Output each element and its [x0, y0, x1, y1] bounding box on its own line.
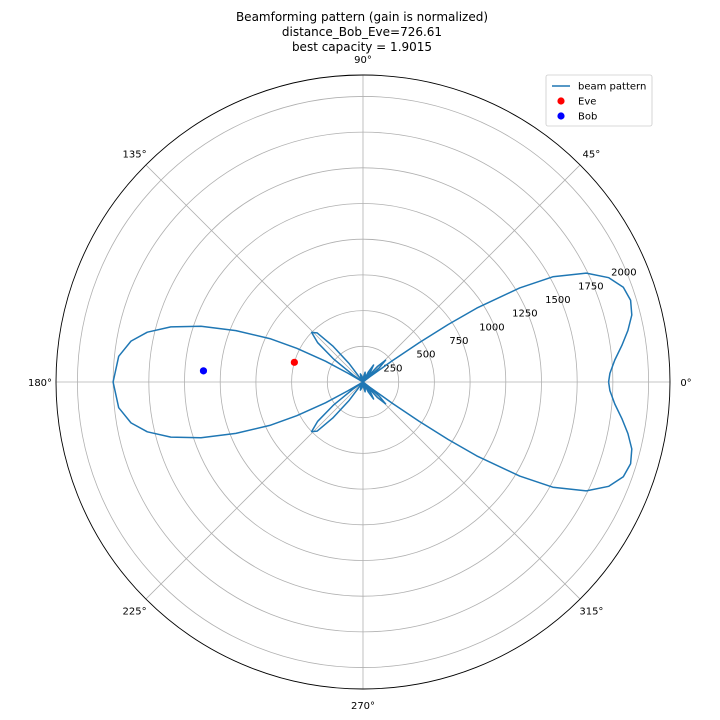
radial-tick-label-4: 1250 [512, 309, 537, 320]
legend-box [545, 74, 653, 127]
angle-tick-label-4: 180° [28, 378, 52, 389]
legend: beam pattern Eve Bob [545, 74, 653, 127]
angular-gridline-5 [145, 381, 364, 600]
angular-gridline-7 [362, 381, 581, 600]
angular-gridline-3 [145, 164, 364, 383]
radial-tick-label-0: 250 [383, 363, 402, 374]
chart-title-line-2: distance_Bob_Eve=726.61 [282, 25, 442, 39]
radial-tick-label-3: 1000 [479, 322, 504, 333]
radial-tick-label-7: 2000 [611, 268, 636, 279]
angle-tick-label-2: 90° [354, 55, 372, 66]
radial-tick-label-1: 500 [416, 350, 435, 361]
legend-label-beam-pattern: beam pattern [578, 82, 646, 93]
legend-label-bob: Bob [578, 112, 597, 123]
legend-swatch-eve [557, 97, 565, 105]
polar-frame [55, 74, 671, 690]
plot-area [112, 272, 633, 492]
beam-pattern-line [112, 272, 633, 492]
radial-tick-label-5: 1500 [545, 295, 570, 306]
angular-gridline-1 [362, 164, 581, 383]
radial-tick-label-2: 750 [449, 336, 468, 347]
angle-tick-label-1: 45° [583, 150, 601, 161]
legend-swatch-bob [557, 112, 565, 120]
tick-labels: 0° 45° 90° 135° 180° 225° 270° 315° 250 500 750 100… [28, 55, 692, 712]
eve-point [290, 358, 298, 366]
angle-tick-label-0: 0° [680, 378, 691, 389]
angle-tick-label-5: 225° [123, 606, 147, 617]
angle-tick-label-7: 315° [579, 606, 603, 617]
bob-point [199, 367, 208, 375]
angle-tick-label-6: 270° [351, 701, 375, 712]
radial-tick-label-6: 1750 [578, 281, 603, 292]
chart-title-line-3: best capacity = 1.9015 [292, 40, 432, 54]
chart-title-line-1: Beamforming pattern (gain is normalized) [236, 10, 488, 24]
legend-label-eve: Eve [578, 97, 596, 108]
angle-tick-label-3: 135° [123, 150, 147, 161]
